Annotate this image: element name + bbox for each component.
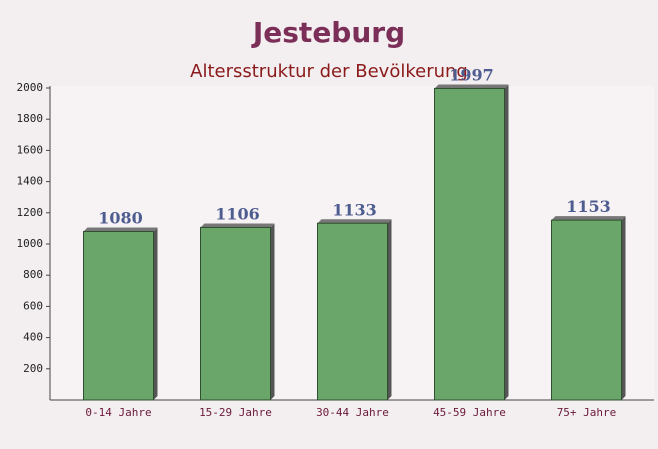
y-tick-label: 1400: [17, 175, 44, 188]
value-label: 1080: [98, 209, 143, 228]
y-tick-label: 1800: [17, 112, 44, 125]
x-tick-label: 0-14 Jahre: [85, 406, 151, 419]
bar-shadow: [83, 227, 158, 232]
bar-shadow: [270, 223, 275, 400]
bar-shadow: [317, 219, 392, 224]
bar: [317, 222, 388, 401]
y-tick-label: 2000: [17, 81, 44, 94]
bar-shadow: [551, 216, 626, 221]
y-tick-label: 1600: [17, 143, 44, 156]
value-label: 1153: [566, 197, 611, 216]
value-label: 1133: [332, 200, 377, 219]
chart-title: Jesteburg: [251, 16, 405, 49]
bar: [551, 219, 622, 401]
bar: [83, 231, 154, 401]
bar-shadow: [434, 84, 509, 89]
y-tick-label: 800: [23, 268, 43, 281]
value-label: 1997: [449, 65, 494, 84]
y-tick-label: 1200: [17, 206, 44, 219]
y-tick-label: 1000: [17, 237, 44, 250]
bar-shadow: [504, 84, 509, 400]
x-tick-label: 45-59 Jahre: [433, 406, 506, 419]
bar-shadow: [200, 223, 275, 228]
bar: [200, 226, 271, 401]
chart-subtitle: Altersstruktur der Bevölkerung: [190, 61, 468, 82]
y-tick-label: 200: [23, 362, 43, 375]
x-tick-label: 75+ Jahre: [557, 406, 617, 419]
value-label: 1106: [215, 204, 260, 223]
bar: [434, 87, 505, 401]
y-tick-label: 600: [23, 299, 43, 312]
y-tick-label: 400: [23, 331, 43, 344]
bar-shadow: [387, 219, 392, 400]
x-tick-label: 30-44 Jahre: [316, 406, 389, 419]
x-tick-label: 15-29 Jahre: [199, 406, 272, 419]
bar-shadow: [153, 227, 158, 400]
bar-shadow: [621, 216, 626, 400]
